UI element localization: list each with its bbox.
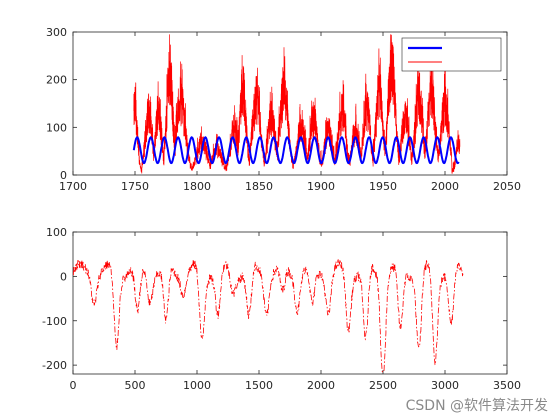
y-tick-label: 100 [46,226,67,239]
x-tick-label: 1700 [59,180,87,193]
error-line [73,259,464,373]
legend-box [401,37,502,72]
x-tick-label: 2000 [307,379,335,392]
plot-area [72,231,508,375]
x-tick-label: 1850 [245,180,273,193]
x-tick-label: 1950 [369,180,397,193]
y-tick-label: 200 [46,74,67,87]
x-tick-label: 2000 [431,180,459,193]
x-tick-label: 3000 [431,379,459,392]
y-tick-label: -100 [42,315,67,328]
x-tick-label: 1750 [121,180,149,193]
predicted-ssn-line [132,136,460,165]
x-tick-label: 2500 [369,379,397,392]
x-tick-label: 3500 [493,379,521,392]
y-tick-label: 0 [60,169,67,182]
y-tick-label: 300 [46,26,67,39]
legend [401,37,502,72]
x-tick-label: 1500 [245,379,273,392]
x-tick-label: 0 [70,379,77,392]
watermark-text: CSDN @软件算法开发 [405,398,548,414]
top-plot: 1700 1750 1800 1850 1900 1950 2000 2050 0 100 200 3… [46,26,521,193]
bottom-plot: 0 500 1000 1500 2000 2500 3000 3500 -200 -100 0 100 [42,226,521,392]
y-tick-label: -200 [42,359,67,372]
x-tick-label: 1800 [183,180,211,193]
y-tick-label: 0 [60,270,67,283]
x-tick-label: 1900 [307,180,335,193]
x-tick-label: 1000 [183,379,211,392]
x-tick-label: 2050 [493,180,521,193]
y-tick-label: 100 [46,121,67,134]
x-tick-label: 500 [125,379,146,392]
